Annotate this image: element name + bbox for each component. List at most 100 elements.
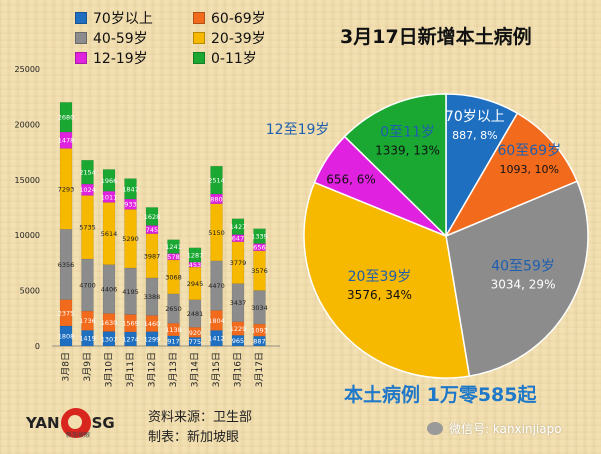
bar-segment [59, 102, 73, 133]
bar-data-label: 1093 [251, 327, 268, 335]
pie-slice-value-label: 887, 8% [452, 129, 497, 142]
bar-data-label: 3068 [165, 273, 182, 281]
pie-slice [343, 93, 447, 238]
bar-data-label: 880 [210, 195, 222, 203]
bar-data-label: 1847 [122, 185, 139, 193]
bar-data-label: 1011 [101, 193, 118, 201]
y-tick-label: 25000 [15, 65, 40, 74]
x-tick-label: 3月9日 [82, 352, 93, 381]
bar-data-label: 1569 [122, 320, 139, 328]
bar-segment [231, 218, 245, 235]
bar-data-label: 656 [253, 244, 265, 252]
pie-slice-name-label: 70岁以上 [445, 109, 505, 125]
bar-data-label: 2945 [187, 280, 204, 288]
legend-swatch [193, 52, 205, 64]
bar-segment [59, 299, 73, 327]
bar-segment [81, 195, 94, 260]
wechat-watermark: 微信号: kanxinjiapo [427, 420, 562, 437]
legend-swatch [75, 32, 87, 44]
bar-segment [188, 266, 202, 300]
y-tick-label: 5000 [20, 287, 40, 296]
bar-data-label: 2680 [58, 114, 75, 122]
pie-slice-value-label: 656, 6% [326, 173, 376, 187]
y-tick-label: 15000 [15, 176, 40, 185]
yansg-logo: YAN SG [26, 408, 115, 438]
bar-data-label: 3388 [144, 293, 161, 301]
bar-data-label: 1299 [144, 335, 161, 343]
bar-data-label: 5735 [79, 224, 96, 232]
bar-data-label: 3779 [230, 259, 247, 267]
bar-data-label: 2481 [187, 310, 204, 318]
y-tick-label: 10000 [15, 231, 40, 240]
x-tick-label: 3月13日 [168, 352, 179, 387]
bar-data-label: 6356 [58, 261, 75, 269]
bar-data-label: 887 [253, 338, 265, 346]
bar-data-label: 1419 [79, 335, 96, 343]
x-tick-label: 3月14日 [190, 352, 201, 387]
pie-slice [445, 180, 589, 377]
logo-text-left: YAN [26, 414, 60, 432]
bar-data-label: 1339 [251, 233, 268, 241]
bar-data-label: 647 [232, 235, 244, 243]
pie-slice-value-label: 3576, 34% [347, 288, 412, 302]
pie-slice-name-label: 60至69岁 [497, 143, 561, 159]
legend-item-60-69: 60-69岁 [193, 8, 266, 28]
legend-swatch [193, 32, 205, 44]
bar-data-label: 5290 [122, 235, 139, 243]
bar-data-label: 3034 [251, 304, 268, 312]
bar-data-label: 3987 [144, 252, 161, 260]
pie-slice-value-label: 1339, 13% [375, 143, 440, 157]
bar-data-label: 917 [167, 337, 179, 345]
bar-segment [124, 178, 137, 200]
logo-text-right: SG [91, 414, 115, 432]
bar-data-label: 5614 [101, 230, 118, 238]
bar-data-label: 1478 [58, 137, 75, 145]
bar-data-label: 775 [189, 338, 201, 346]
bar-data-label: 1808 [58, 332, 75, 340]
bar-data-label: 1804 [208, 317, 225, 325]
legend-label: 20-39岁 [211, 31, 266, 47]
bar-data-label: 2514 [208, 177, 225, 185]
bar-data-label: 4700 [79, 282, 96, 290]
bar-segment [81, 160, 94, 185]
pie-slice-value-label: 1093, 10% [500, 163, 559, 176]
legend-label: 60-69岁 [211, 11, 266, 27]
bar-data-label: 4406 [101, 286, 118, 294]
bar-data-label: 1138 [165, 326, 182, 334]
legend-item-0-11: 0-11岁 [193, 48, 257, 68]
x-tick-label: 3月15日 [211, 352, 222, 387]
bar-data-label: 920 [189, 329, 201, 337]
bar-data-label: 1966 [101, 177, 118, 185]
y-tick-label: 0 [35, 342, 40, 351]
bar-segment [145, 331, 159, 347]
bar-data-label: 453 [189, 261, 201, 269]
bar-data-label: 1229 [230, 325, 247, 333]
bar-data-label: 2375 [58, 309, 75, 317]
bar-data-label: 1287 [187, 251, 204, 259]
x-tick-label: 3月12日 [147, 352, 158, 387]
x-tick-label: 3月8日 [61, 352, 72, 381]
pie-slice [444, 112, 579, 238]
wechat-id: 微信号: kanxinjiapo [449, 422, 562, 436]
legend-label: 12-19岁 [93, 51, 148, 67]
bar-data-label: 7293 [58, 185, 75, 193]
wechat-icon [427, 422, 443, 435]
bar-data-label: 578 [167, 253, 179, 261]
pie-slice-name-label: 20至39岁 [348, 269, 412, 285]
total-cases-caption: 本土病例 1万零585起 [344, 384, 537, 406]
legend-label: 0-11岁 [211, 51, 257, 67]
bar-data-label: 5150 [208, 229, 225, 237]
legend-label: 40-59岁 [93, 31, 148, 47]
bar-data-label: 1628 [144, 213, 161, 221]
bar-segment [253, 228, 266, 244]
bar-data-label: 1630 [101, 319, 118, 327]
maker-credit: 制表：新加坡眼 [148, 430, 240, 445]
bar-data-label: 2154 [79, 169, 96, 177]
pie-slice-name-label: 12至19岁 [266, 122, 330, 138]
bar-data-label: 965 [232, 337, 244, 345]
bar-data-label: 3576 [251, 267, 268, 275]
bar-segment [102, 202, 116, 265]
bar-data-label: 1736 [79, 317, 96, 325]
